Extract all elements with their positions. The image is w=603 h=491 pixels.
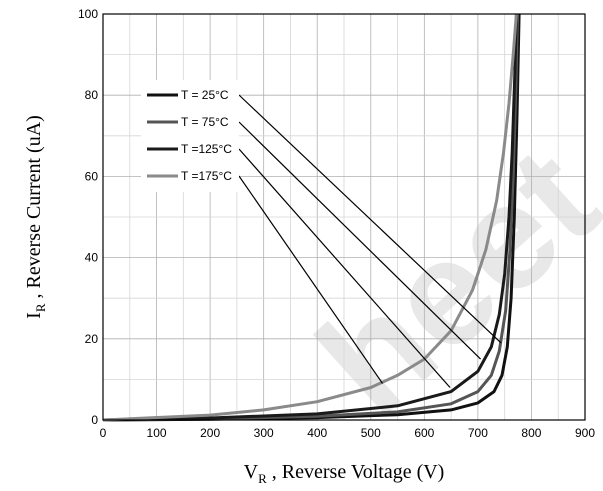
x-tick-label: 900 [575,426,595,440]
x-tick-labels: 0 100 200 300 400 500 600 700 800 900 [100,426,596,440]
legend-background [141,80,239,192]
x-tick-label: 700 [468,426,488,440]
annotation-line [238,94,502,344]
legend-label: T =175°C [181,169,232,183]
y-tick-label: 0 [91,413,98,427]
y-tick-labels: 0 20 40 60 80 100 [78,7,98,427]
annotation-line [238,175,384,384]
series-line-2 [102,13,518,422]
y-tick-label: 40 [85,251,99,265]
y-tick-label: 60 [85,169,99,183]
y-tick-label: 20 [85,332,99,346]
y-tick-label: 80 [85,88,99,102]
legend-label: T = 75°C [181,115,229,129]
annotation-layer [238,94,502,388]
legend: T = 25°C T = 75°C T =125°C T =175°C [141,80,239,192]
x-tick-label: 200 [200,426,220,440]
x-tick-label: 500 [361,426,381,440]
x-tick-label: 800 [521,426,541,440]
x-tick-label: 400 [307,426,327,440]
annotation-line [238,121,481,360]
y-axis-title: IR , Reverse Current (uA) [23,115,48,319]
x-axis-title: VR , Reverse Voltage (V) [244,461,445,486]
legend-label: T =125°C [181,142,232,156]
series-line-1 [102,13,519,422]
annotation-line [238,148,451,388]
legend-label: T = 25°C [181,88,229,102]
x-tick-label: 600 [414,426,434,440]
x-tick-label: 100 [147,426,167,440]
y-tick-label: 100 [78,7,98,21]
plot-frame [102,13,586,421]
x-tick-label: 300 [254,426,274,440]
x-tick-label: 0 [100,426,107,440]
